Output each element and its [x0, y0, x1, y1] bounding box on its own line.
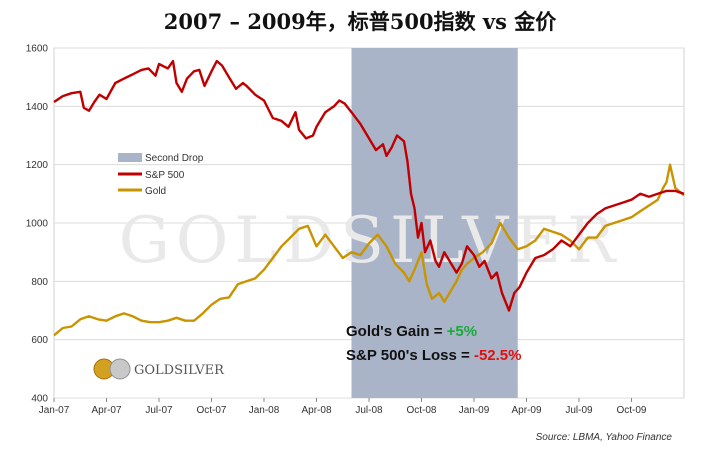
x-tick-label: Jan-07 — [39, 405, 70, 416]
x-tick-label: Oct-08 — [406, 405, 436, 416]
sp500-loss-value: -52.5% — [474, 347, 522, 364]
x-tick-label: Jan-08 — [249, 405, 280, 416]
x-tick-label: Oct-09 — [616, 405, 646, 416]
second-drop-region — [351, 48, 518, 398]
sp500-series-line — [53, 59, 685, 312]
x-tick-label: Jul-09 — [565, 405, 593, 416]
gold-gain-label: Gold's Gain = — [346, 323, 447, 340]
y-tick-label: 1600 — [26, 44, 49, 55]
series-lines — [53, 59, 685, 337]
x-axis-ticks: Jan-07 Apr-07 Jul-07 Oct-07 Jan-08 Apr-08 Jul-… — [39, 398, 647, 416]
gold-series-line — [53, 163, 685, 337]
x-tick-label: Jul-08 — [355, 405, 383, 416]
legend-label-sp500: S&P 500 — [145, 170, 185, 181]
y-tick-label: 400 — [31, 394, 48, 405]
x-tick-label: Apr-07 — [91, 405, 121, 416]
x-tick-label: Apr-09 — [511, 405, 541, 416]
source-note: Source: LBMA, Yahoo Finance — [536, 432, 673, 443]
y-tick-label: 600 — [31, 335, 48, 346]
legend-label-gold: Gold — [145, 186, 166, 197]
chart-title: 2007 – 2009年，标普500指数 vs 金价 — [163, 9, 557, 34]
x-tick-label: Jul-07 — [145, 405, 173, 416]
y-tick-label: 1000 — [26, 219, 49, 230]
sp500-loss-label: S&P 500's Loss = — [346, 347, 474, 364]
y-tick-label: 800 — [31, 277, 48, 288]
gold-gain-value: +5% — [447, 323, 477, 340]
logo-text: GOLDSILVER — [134, 363, 225, 378]
legend: Second Drop S&P 500 Gold — [118, 153, 204, 197]
x-tick-label: Jan-09 — [459, 405, 490, 416]
sp500-loss-annotation: S&P 500's Loss = -52.5% — [346, 347, 521, 364]
goldsilver-logo: GOLDSILVER — [93, 358, 225, 380]
x-tick-label: Oct-07 — [196, 405, 226, 416]
legend-swatch-second-drop — [118, 153, 142, 162]
x-tick-label: Apr-08 — [301, 405, 331, 416]
y-axis-ticks: 400 600 800 1000 1200 1400 1600 — [26, 44, 49, 405]
y-tick-label: 1400 — [26, 102, 49, 113]
gold-gain-annotation: Gold's Gain = +5% — [346, 323, 477, 340]
legend-label-second-drop: Second Drop — [145, 153, 204, 164]
y-tick-label: 1200 — [26, 160, 49, 171]
silver-coin-icon — [109, 358, 131, 380]
